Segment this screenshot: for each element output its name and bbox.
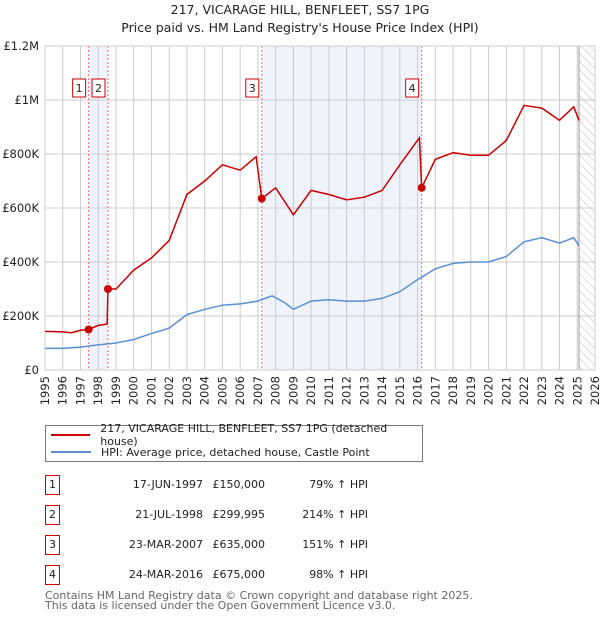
- transaction-number: 2: [45, 505, 60, 525]
- y-tick-label: £1.2M: [3, 39, 39, 53]
- y-tick-label: £0: [24, 363, 39, 377]
- x-tick-label: 1999: [109, 376, 123, 405]
- x-tick-label: 2001: [144, 376, 158, 405]
- legend-label-property: 217, VICARAGE HILL, BENFLEET, SS7 1PG (d…: [100, 422, 388, 448]
- x-tick-label: 1998: [91, 376, 105, 405]
- x-tick-label: 2019: [464, 376, 478, 405]
- x-tick-label: 2015: [393, 376, 407, 405]
- transaction-price: £635,000: [212, 538, 266, 551]
- x-tick-label: 2020: [482, 376, 496, 405]
- legend-item-property: 217, VICARAGE HILL, BENFLEET, SS7 1PG (d…: [51, 422, 422, 448]
- x-tick-label: 2000: [127, 376, 141, 405]
- x-tick-label: 2005: [215, 376, 229, 405]
- x-tick-label: 2023: [535, 376, 549, 405]
- x-tick-label: 2026: [588, 376, 600, 405]
- legend-item-hpi: HPI: Average price, detached house, Cast…: [51, 444, 370, 460]
- sale-label-box: [72, 78, 87, 98]
- forecast-hatch: [579, 46, 595, 370]
- transaction-date: 23-MAR-2007: [128, 538, 203, 551]
- sale-label-box: [405, 78, 420, 98]
- transaction-date: 17-JUN-1997: [132, 478, 203, 491]
- y-tick-label: £1M: [14, 93, 39, 107]
- x-tick-label: 2002: [162, 376, 176, 405]
- transaction-hpi-change: 214% ↑ HPI: [302, 508, 368, 521]
- transaction-hpi-change: 98% ↑ HPI: [309, 568, 368, 581]
- sale-point: [103, 285, 112, 294]
- sale-point: [417, 183, 426, 192]
- footer-copyright: Contains HM Land Registry data © Crown c…: [45, 589, 473, 602]
- x-tick-label: 1995: [38, 376, 52, 405]
- hpi-series-line: [45, 236, 580, 350]
- transaction-price: £150,000: [212, 478, 266, 491]
- plot-frame: [44, 45, 596, 371]
- x-tick-label: 2009: [286, 376, 300, 405]
- x-tick-label: 2024: [553, 376, 567, 405]
- legend-swatch-hpi: [51, 451, 91, 453]
- chart-subtitle: Price paid vs. HM Land Registry's House …: [121, 20, 479, 35]
- x-tick-label: 2012: [340, 376, 354, 405]
- x-tick-label: 2003: [180, 376, 194, 405]
- y-tick-label: £400K: [2, 255, 39, 269]
- x-tick-label: 2025: [570, 376, 584, 405]
- sale-label-box: [245, 78, 260, 98]
- x-tick-label: 1997: [73, 376, 87, 405]
- x-tick-label: 2018: [446, 376, 460, 405]
- y-tick-label: £600K: [2, 201, 39, 215]
- legend-swatch-property: [51, 434, 91, 436]
- y-tick-label: £200K: [2, 309, 39, 323]
- transaction-price: £675,000: [212, 568, 266, 581]
- y-tick-label: £800K: [2, 147, 39, 161]
- transaction-number: 1: [45, 475, 60, 495]
- x-tick-label: 2016: [411, 376, 425, 405]
- sale-point: [84, 325, 93, 334]
- transaction-date: 21-JUL-1998: [135, 508, 203, 521]
- sale-label-number: 3: [249, 82, 256, 95]
- x-tick-label: 2004: [198, 376, 212, 405]
- sale-point: [257, 194, 266, 203]
- transaction-hpi-change: 151% ↑ HPI: [302, 538, 368, 551]
- x-tick-label: 2014: [375, 376, 389, 405]
- price-chart: 1995 1996 1997 1998 1999 2000 2001 2002 2003 2004…: [2, 39, 600, 405]
- transaction-date: 24-MAR-2016: [128, 568, 203, 581]
- sale-label-number: 2: [95, 82, 102, 95]
- sale-label-number: 1: [76, 82, 83, 95]
- x-tick-label: 2021: [499, 376, 513, 405]
- x-tick-label: 2017: [428, 376, 442, 405]
- x-tick-label: 2013: [357, 376, 371, 405]
- transaction-hpi-change: 79% ↑ HPI: [309, 478, 368, 491]
- transaction-price: £299,995: [212, 508, 266, 521]
- legend: 217, VICARAGE HILL, BENFLEET, SS7 1PG (d…: [45, 422, 423, 462]
- property-series-line: [44, 104, 580, 334]
- x-tick-label: 1996: [56, 376, 70, 405]
- x-tick-label: 2022: [517, 376, 531, 405]
- sale-label-box: [91, 78, 106, 98]
- chart-title: 217, VICARAGE HILL, BENFLEET, SS7 1PG: [170, 2, 430, 17]
- x-tick-label: 2010: [304, 376, 318, 405]
- x-tick-label: 2007: [251, 376, 265, 405]
- transaction-number: 3: [45, 535, 60, 555]
- x-tick-label: 2006: [233, 376, 247, 405]
- sale-label-number: 4: [409, 82, 416, 95]
- x-tick-label: 2008: [269, 376, 283, 405]
- footer-licence: This data is licensed under the Open Gov…: [45, 599, 396, 612]
- x-tick-label: 2011: [322, 376, 336, 405]
- transaction-number: 4: [45, 565, 60, 585]
- legend-label-hpi: HPI: Average price, detached house, Cast…: [101, 445, 370, 459]
